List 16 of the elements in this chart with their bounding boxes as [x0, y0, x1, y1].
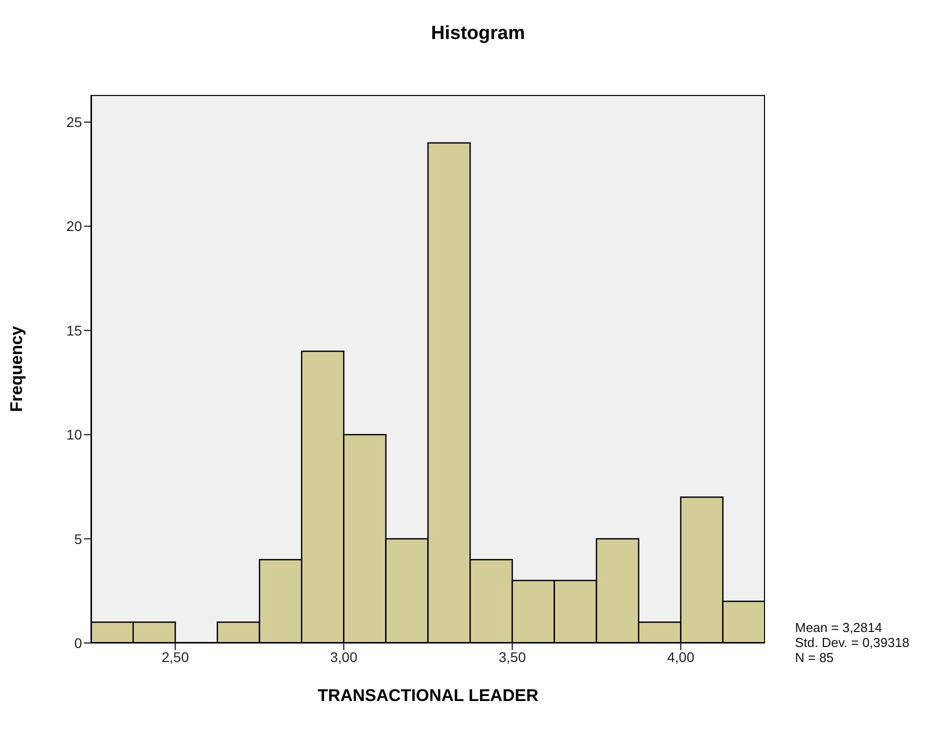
- x-tick-label: 3,00: [330, 648, 358, 665]
- y-axis-title: Frequency: [7, 325, 26, 412]
- text: Std. Dev. = 0,39318: [795, 635, 910, 650]
- text: N = 85: [795, 650, 835, 665]
- x-axis-title: TRANSACTIONAL LEADER: [318, 686, 538, 705]
- y-tick-label: 15: [66, 322, 82, 338]
- y-tick-label: 10: [66, 426, 82, 443]
- y-tick-label: 20: [66, 218, 82, 234]
- x-tick-label: 3,50: [498, 648, 526, 665]
- x-tick-label: 2,50: [162, 648, 190, 665]
- y-tick-label: 5: [74, 530, 82, 547]
- text: Mean = 3,2814: [795, 620, 884, 635]
- y-tick-label: 25: [66, 114, 82, 130]
- y-tick-label: 0: [74, 634, 82, 651]
- chart-title: Histogram: [430, 23, 526, 45]
- x-tick-label: 4,00: [667, 648, 695, 665]
